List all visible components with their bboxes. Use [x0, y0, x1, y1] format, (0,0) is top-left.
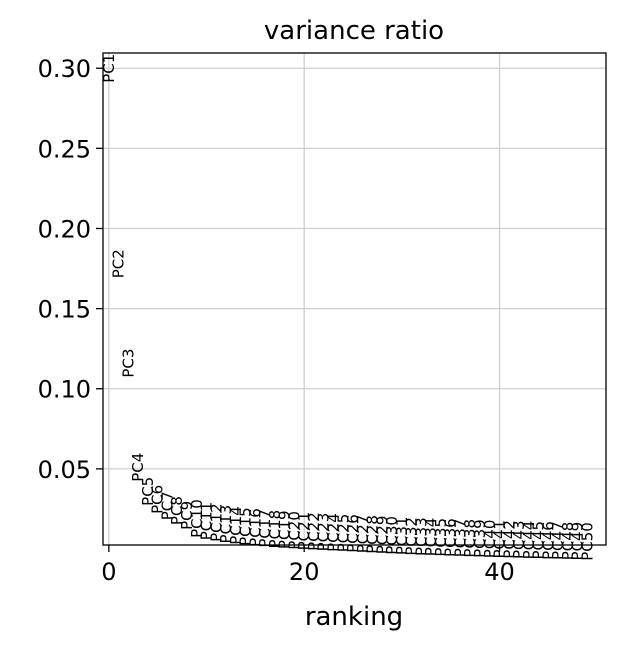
pc-label-point: PC27	[354, 515, 372, 554]
pc-label-point: PC9	[178, 501, 196, 530]
plot-frame	[102, 52, 607, 546]
pc-label-point: PC41	[491, 520, 509, 559]
pc-label-point: PC7	[158, 491, 176, 520]
pc-label-point: PC32	[403, 517, 421, 556]
x-tick-label: 40	[484, 558, 515, 586]
y-tick-label: 0.30	[38, 55, 91, 83]
pc-labels: PC1PC2PC3PC4PC5PC6PC7PC8PC9PC10PC11PC12P…	[100, 54, 597, 561]
pc-label-point: PC24	[325, 513, 343, 552]
pc-label-point: PC26	[344, 514, 362, 553]
pc-label-point: PC44	[520, 521, 538, 560]
pc-label-point: PC33	[412, 517, 430, 556]
pc-label-point: PC34	[422, 518, 440, 557]
y-tick-label: 0.20	[38, 215, 91, 243]
pc-label-point: PC46	[539, 521, 557, 560]
axis-ticks: 0 20 40 0.05 0.10 0.15 0.20 0.25 0.30	[38, 55, 515, 586]
pc-label-point: PC14	[227, 506, 245, 545]
pc-label-point: PC4	[129, 453, 147, 482]
grid-lines	[103, 53, 606, 545]
pc-label-point: PC45	[530, 521, 548, 560]
pc-label-point: PC25	[334, 514, 352, 553]
pc-label-point: PC17	[256, 509, 274, 548]
pc-label-point: PC37	[451, 519, 469, 558]
x-tick-label: 20	[289, 558, 320, 586]
pc-label-point: PC39	[471, 519, 489, 558]
pc-label-point: PC21	[295, 512, 313, 551]
pc-label-point: PC3	[119, 349, 137, 378]
pc-label-point: PC42	[500, 520, 518, 559]
y-tick-label: 0.05	[38, 456, 91, 484]
pc-label-point: PC13	[217, 505, 235, 544]
pc-label-point: PC1	[100, 54, 118, 83]
pc-label-point: PC15	[237, 507, 255, 546]
chart-title: variance ratio	[264, 16, 444, 46]
pc-label-point: PC8	[168, 496, 186, 525]
x-axis-label: ranking	[305, 602, 403, 632]
y-tick-label: 0.15	[38, 296, 91, 324]
pc-label-point: PC36	[442, 518, 460, 557]
pc-label-point: PC11	[198, 502, 216, 541]
pc-label-point: PC43	[510, 520, 528, 559]
pc-label-point: PC28	[364, 515, 382, 554]
pc-label-point: PC22	[305, 512, 323, 551]
pc-label-point: PC12	[207, 503, 225, 542]
pc-label-point: PC16	[246, 508, 264, 547]
pc-label-point: PC10	[188, 499, 206, 538]
pc-label-point: PC40	[481, 520, 499, 559]
y-tick-label: 0.25	[38, 135, 91, 163]
pc-label-point: PC49	[569, 522, 587, 561]
pc-label-point: PC18	[266, 510, 284, 549]
pc-label-point: PC23	[315, 513, 333, 552]
pc-label-point: PC2	[110, 249, 128, 278]
pc-label-point: PC19	[276, 510, 294, 549]
y-tick-label: 0.10	[38, 376, 91, 404]
pc-label-point: PC38	[461, 519, 479, 558]
pc-label-point: PC50	[578, 522, 596, 561]
pc-label-point: PC20	[285, 511, 303, 550]
pc-label-point: PC35	[432, 518, 450, 557]
x-tick-label: 0	[101, 558, 116, 586]
pc-label-point: PC47	[549, 521, 567, 560]
pc-label-point: PC6	[149, 485, 167, 514]
pc-label-point: PC48	[559, 522, 577, 561]
pc-label-point: PC5	[139, 477, 157, 506]
